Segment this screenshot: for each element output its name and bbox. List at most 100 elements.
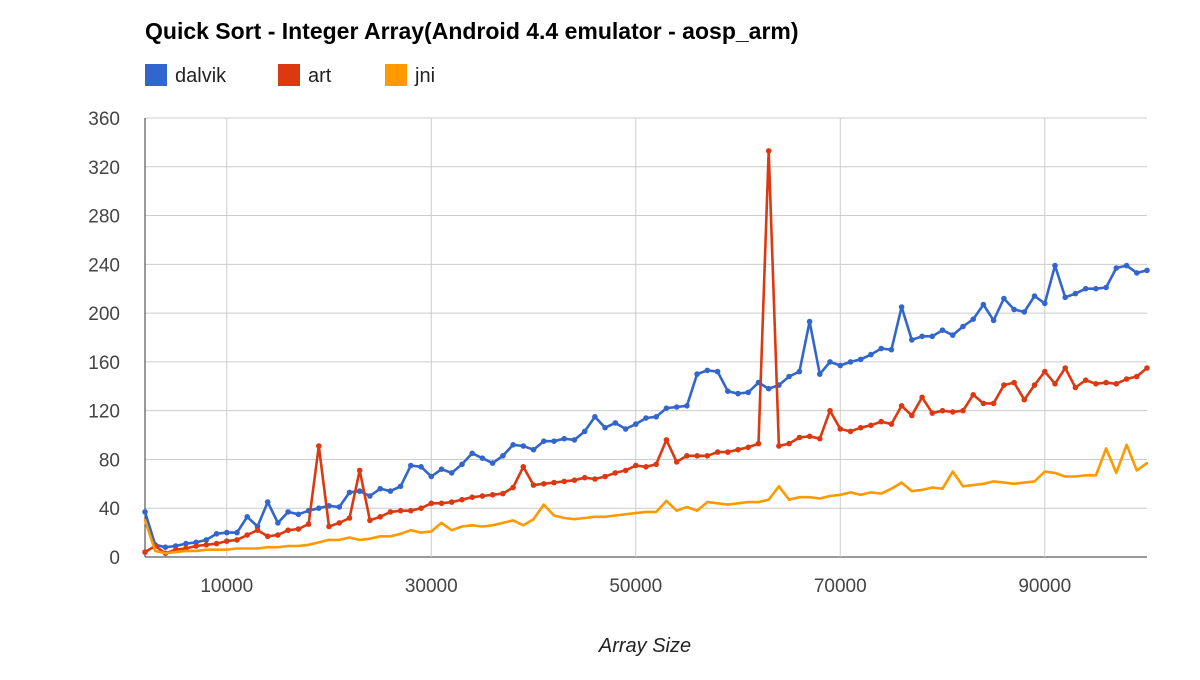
data-point-art	[571, 477, 578, 484]
y-tick-label: 40	[99, 499, 120, 520]
data-point-dalvik	[459, 461, 465, 468]
data-point-jni	[890, 487, 893, 490]
data-point-art	[1031, 382, 1038, 388]
y-tick-label: 240	[88, 255, 120, 276]
data-point-dalvik	[397, 483, 404, 490]
data-point-dalvik	[377, 485, 384, 492]
data-point-jni	[614, 514, 617, 517]
data-point-art	[878, 418, 884, 425]
data-point-art	[346, 515, 353, 521]
data-point-dalvik	[510, 442, 516, 448]
data-point-dalvik	[264, 499, 271, 505]
data-point-dalvik	[827, 359, 833, 365]
data-point-art	[949, 409, 956, 415]
data-point-dalvik	[1093, 285, 1099, 292]
data-point-dalvik	[469, 450, 476, 457]
data-point-jni	[348, 536, 351, 539]
data-point-art	[285, 527, 291, 533]
data-point-art	[663, 437, 670, 443]
legend-label-art: art	[308, 65, 332, 87]
data-point-dalvik	[418, 464, 424, 470]
data-point-art	[1062, 365, 1068, 371]
data-point-jni	[706, 500, 709, 504]
data-point-jni	[409, 529, 412, 532]
data-point-art	[367, 517, 373, 524]
data-point-jni	[460, 525, 464, 528]
data-point-dalvik	[1103, 284, 1109, 291]
data-point-art	[868, 422, 874, 429]
data-point-dalvik	[745, 389, 751, 396]
data-point-jni	[941, 487, 944, 490]
data-point-dalvik	[592, 414, 598, 420]
data-point-art	[1093, 381, 1099, 387]
data-point-art	[714, 449, 721, 455]
series-line-art	[144, 149, 1148, 555]
data-point-art	[377, 514, 384, 520]
y-tick-label: 200	[88, 304, 120, 325]
data-point-art	[909, 412, 915, 419]
data-point-dalvik	[183, 540, 189, 547]
data-point-jni	[358, 538, 361, 542]
data-point-art	[847, 428, 854, 435]
y-tick-label: 360	[88, 109, 120, 130]
series-line-dalvik	[143, 264, 1148, 549]
data-point-dalvik	[868, 351, 874, 358]
data-point-dalvik	[1052, 262, 1058, 269]
data-point-jni	[399, 532, 402, 535]
data-point-dalvik	[1031, 293, 1038, 299]
data-point-jni	[1002, 481, 1006, 484]
data-point-jni	[471, 524, 474, 527]
data-point-dalvik	[990, 317, 997, 324]
data-point-jni	[552, 514, 556, 517]
data-point-art	[244, 532, 250, 538]
data-point-art	[725, 449, 731, 455]
data-point-jni	[1104, 447, 1108, 450]
data-point-dalvik	[786, 373, 792, 380]
data-point-art	[1103, 379, 1109, 386]
data-point-jni	[787, 498, 791, 501]
data-point-art	[653, 461, 659, 468]
data-point-jni	[501, 521, 505, 525]
data-point-dalvik	[408, 462, 414, 469]
y-tick-label: 320	[88, 158, 120, 179]
data-point-art	[735, 446, 741, 453]
data-point-art	[806, 433, 813, 440]
data-point-jni	[603, 515, 607, 518]
data-point-jni	[317, 541, 320, 544]
data-point-art	[1052, 381, 1058, 387]
data-point-art	[1021, 396, 1028, 403]
data-point-dalvik	[162, 544, 169, 550]
data-point-art	[213, 540, 220, 547]
x-tick-label: 30000	[405, 576, 458, 597]
data-point-jni	[931, 486, 934, 489]
data-point-art	[980, 400, 987, 407]
data-point-art	[469, 494, 476, 501]
data-point-dalvik	[561, 435, 567, 442]
data-point-jni	[205, 548, 208, 551]
data-point-art	[336, 520, 343, 526]
data-point-dalvik	[622, 426, 629, 432]
data-point-art	[919, 394, 925, 401]
data-point-dalvik	[336, 504, 343, 510]
data-point-jni	[307, 543, 310, 546]
data-point-art	[397, 507, 404, 514]
data-point-art	[326, 523, 332, 530]
data-point-art	[1123, 376, 1130, 382]
data-point-jni	[491, 524, 494, 527]
data-point-art	[142, 549, 148, 555]
data-point-dalvik	[295, 511, 302, 518]
data-point-art	[857, 424, 864, 431]
y-tick-label: 160	[88, 353, 120, 374]
data-point-art	[387, 509, 394, 515]
data-point-jni	[961, 485, 965, 488]
data-point-jni	[818, 497, 821, 500]
data-point-dalvik	[520, 443, 527, 449]
data-point-dalvik	[888, 346, 895, 353]
data-point-jni	[286, 544, 290, 548]
data-point-jni	[1043, 470, 1047, 473]
data-point-jni	[1023, 481, 1026, 484]
data-point-art	[428, 500, 435, 507]
data-point-art	[684, 453, 690, 459]
x-tick-label: 10000	[200, 576, 253, 597]
